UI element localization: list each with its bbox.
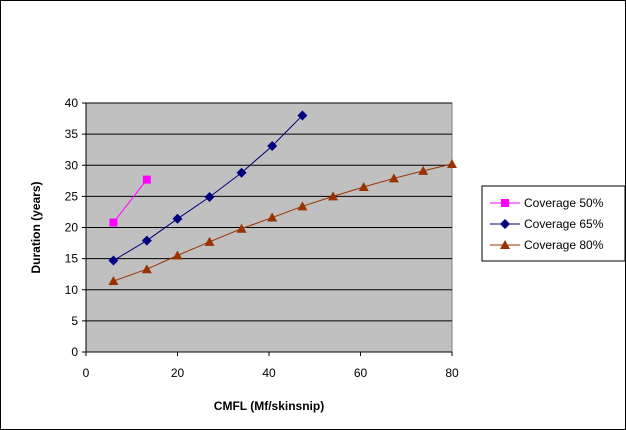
- y-tick-label: 35: [65, 127, 79, 141]
- x-axis-title: CMFL (Mf/skinsnip): [214, 399, 324, 413]
- data-point: [297, 201, 308, 211]
- series-1: [109, 175, 151, 227]
- data-point: [204, 236, 215, 246]
- y-tick-label: 25: [65, 189, 79, 203]
- y-tick-label: 20: [65, 221, 79, 235]
- legend-label: Coverage 65%: [524, 217, 604, 231]
- y-tick-label: 10: [65, 283, 79, 297]
- legend-entry: Coverage 65%: [490, 217, 604, 231]
- x-tick-label: 20: [171, 366, 185, 380]
- data-point: [297, 110, 308, 121]
- x-tick-label: 0: [83, 366, 90, 380]
- legend-entry: Coverage 80%: [490, 238, 604, 252]
- gridlines: [86, 102, 452, 322]
- legend: Coverage 50% Coverage 65% Coverage 80%: [481, 185, 626, 262]
- legend-marker: [500, 219, 510, 229]
- data-point: [388, 173, 399, 183]
- data-point: [447, 159, 457, 169]
- data-point: [358, 182, 369, 192]
- data-point: [142, 175, 151, 184]
- legend-label: Coverage 80%: [524, 238, 604, 252]
- data-series: [108, 110, 457, 286]
- series-line: [113, 179, 148, 223]
- x-tick-label: 40: [262, 366, 276, 380]
- series-line: [113, 163, 453, 282]
- data-point: [236, 167, 247, 178]
- data-point: [267, 212, 278, 222]
- x-tick-label: 60: [354, 366, 368, 380]
- data-point: [267, 140, 278, 151]
- data-point: [204, 191, 215, 202]
- data-point: [418, 165, 429, 175]
- data-point: [108, 276, 119, 286]
- y-tick-label: 30: [65, 158, 79, 172]
- data-point: [109, 218, 118, 227]
- series-3: [108, 159, 457, 286]
- axes: 0 5 10 15 20 25 30 35 40 0 20 40 60 80: [65, 96, 459, 380]
- data-point: [108, 255, 119, 266]
- legend-label: Coverage 50%: [524, 196, 604, 210]
- data-point: [172, 250, 183, 260]
- y-tick-label: 40: [65, 96, 79, 110]
- y-tick-label: 0: [71, 345, 78, 359]
- x-tick-label: 80: [445, 366, 459, 380]
- y-tick-label: 5: [71, 314, 78, 328]
- legend-entry: Coverage 50%: [490, 196, 604, 210]
- data-point: [172, 213, 183, 224]
- legend-marker: [500, 240, 510, 249]
- data-point: [141, 264, 152, 274]
- data-point: [328, 191, 339, 201]
- series-2: [108, 110, 308, 266]
- data-point: [141, 235, 152, 246]
- y-axis-title: Duration (years): [29, 181, 43, 273]
- data-point: [236, 223, 247, 233]
- legend-marker: [501, 199, 509, 207]
- y-tick-label: 15: [65, 252, 79, 266]
